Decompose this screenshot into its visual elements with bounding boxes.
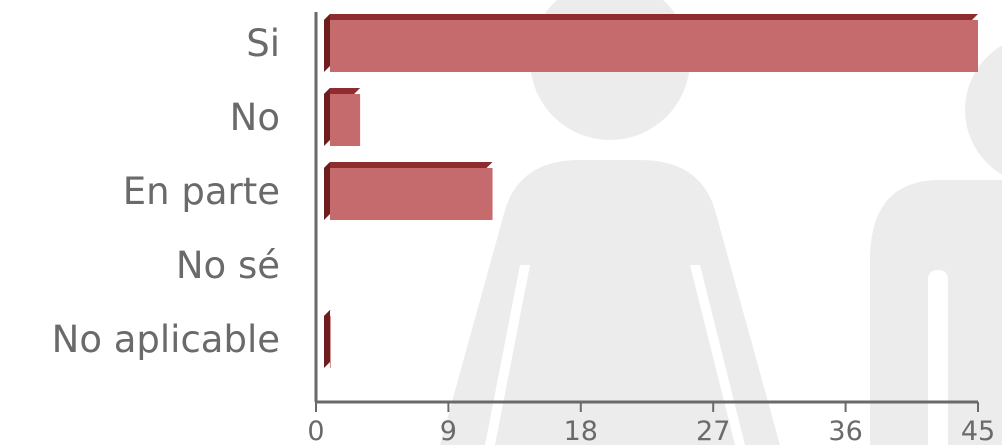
person-arm-right-2 [928, 270, 948, 445]
bar-front-face [330, 316, 331, 368]
category-label-en-parte: En parte [123, 170, 280, 213]
x-tick-label: 36 [828, 416, 862, 445]
x-tick-label: 27 [696, 416, 730, 445]
bar-top-face [324, 14, 978, 20]
bar-no [324, 88, 361, 146]
person-head-right [965, 45, 1002, 175]
bar-side-face [324, 14, 330, 72]
bar-front-face [330, 94, 361, 146]
bar-en-parte [324, 162, 493, 220]
bar-side-face [324, 162, 330, 220]
x-tick-label: 45 [961, 416, 995, 445]
bar-front-face [330, 20, 978, 72]
x-tick-label: 18 [564, 416, 598, 445]
bar-top-face [324, 162, 493, 168]
category-label-no-s-: No sé [176, 244, 280, 287]
x-tick-label: 9 [440, 416, 457, 445]
bars-group [324, 14, 978, 368]
category-label-no: No [230, 96, 280, 139]
person-arm-left [485, 265, 530, 445]
bar-front-face [330, 168, 493, 220]
bar-top-face [324, 88, 361, 94]
bar-side-face [324, 310, 330, 368]
bar-no-aplicable [324, 310, 331, 368]
person-arm-right [690, 265, 745, 445]
category-label-no-aplicable: No aplicable [52, 318, 280, 361]
bar-si [324, 14, 978, 72]
person-body-left [440, 160, 780, 445]
x-tick-label: 0 [307, 416, 324, 445]
category-labels: Si No En parte No sé No aplicable [52, 22, 280, 361]
category-label-si: Si [246, 22, 280, 65]
bar-side-face [324, 88, 330, 146]
x-axis-ticks: 0 9 18 27 36 45 [307, 402, 995, 445]
